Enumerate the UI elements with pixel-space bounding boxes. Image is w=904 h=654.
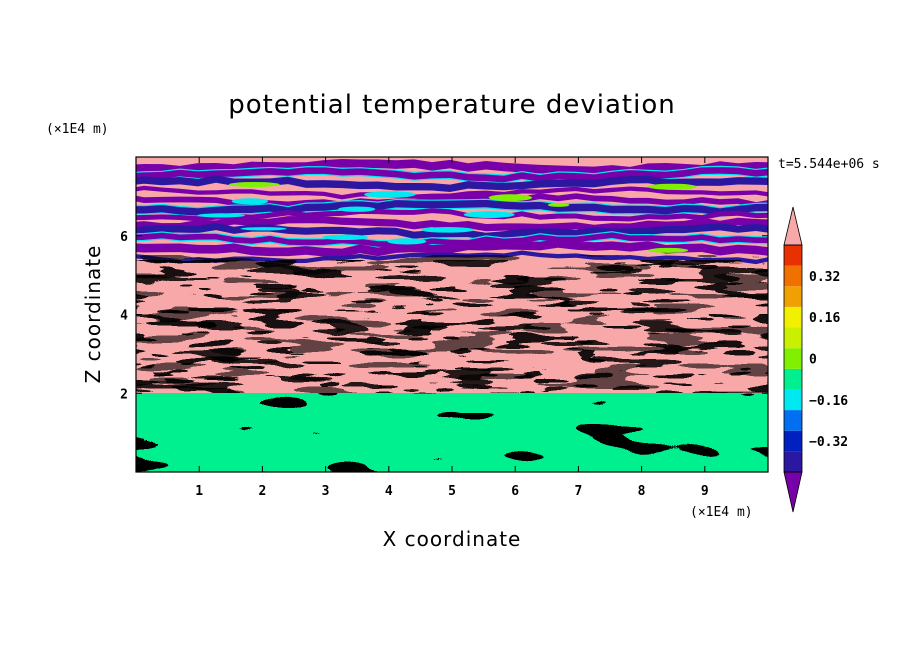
x-tick-label: 5 [448, 484, 456, 499]
mixed-layer-yellow [136, 255, 768, 393]
y-tick-label: 2 [120, 387, 128, 402]
stratum-patch [364, 191, 416, 198]
time-label: t=5.544e+06 s [778, 157, 880, 172]
x-unit-label: (×1E4 m) [690, 505, 753, 520]
stratum-patch [337, 206, 376, 212]
colorbar-tick-label: 0.32 [809, 270, 840, 285]
colorbar-segment [784, 265, 802, 287]
x-tick-label: 2 [258, 484, 266, 499]
colorbar-segment [784, 430, 802, 452]
stratum-band [136, 185, 768, 200]
stratum-patch [240, 227, 287, 231]
x-tick-label: 9 [701, 484, 709, 499]
stratum-band [136, 216, 768, 232]
upper-strata [136, 158, 768, 265]
stratum-band [136, 175, 768, 193]
colorbar-tick-label: −0.16 [809, 394, 848, 409]
stratum-patch [547, 203, 570, 207]
stratum-edge [136, 198, 768, 217]
stratum-edge [136, 165, 768, 184]
stratum-patch [648, 247, 689, 253]
colorbar-segment [784, 410, 802, 431]
stratum-patch [463, 211, 515, 219]
y-axis: 2 4 6 [120, 230, 768, 402]
stratum-patch [228, 181, 280, 188]
y-unit-label: (×1E4 m) [46, 122, 109, 137]
x-axis-label: X coordinate [383, 527, 522, 551]
x-tick-label: 8 [638, 484, 646, 499]
colorbar-segment [784, 368, 802, 390]
stratum-patch [387, 238, 427, 245]
colorbar-segment [784, 348, 802, 369]
colorbar-tick-label: 0 [809, 353, 817, 368]
x-tick-label: 4 [385, 484, 393, 499]
colorbar-segment [784, 245, 802, 266]
colorbar-segment [784, 451, 802, 472]
y-axis-label: Z coordinate [81, 245, 105, 384]
chart-title: potential temperature deviation [228, 90, 675, 120]
x-axis: 1 2 3 4 5 6 7 8 9 [195, 157, 709, 499]
colorbar-segment [784, 389, 802, 411]
stratum-patch [488, 194, 533, 202]
stratum-patch [322, 234, 368, 241]
stratum-patch [231, 198, 269, 205]
colorbar-segment [784, 306, 802, 328]
x-tick-label: 7 [574, 484, 582, 499]
colorbar: 0.32 0.16 0 −0.16 −0.32 [783, 206, 848, 513]
colorbar-segment [784, 286, 802, 307]
colorbar-top-arrow [783, 206, 803, 246]
x-tick-label: 6 [511, 484, 519, 499]
lower-layer-patches [136, 393, 768, 472]
x-tick-label: 1 [195, 484, 203, 499]
stratum-band [136, 208, 768, 222]
colorbar-bottom-arrow [783, 471, 803, 513]
stratum-patch [420, 227, 475, 233]
y-tick-label: 6 [120, 230, 128, 245]
colorbar-tick-label: −0.32 [809, 435, 848, 450]
contour-field [136, 157, 768, 472]
colorbar-tick-label: 0.16 [809, 311, 840, 326]
colorbar-segment [784, 327, 802, 349]
x-tick-label: 3 [322, 484, 330, 499]
stratum-patch [647, 183, 697, 190]
y-tick-label: 4 [120, 309, 128, 324]
colorbar-frame [783, 244, 803, 473]
stratum-patch [197, 213, 245, 218]
stratum-band [136, 239, 768, 258]
